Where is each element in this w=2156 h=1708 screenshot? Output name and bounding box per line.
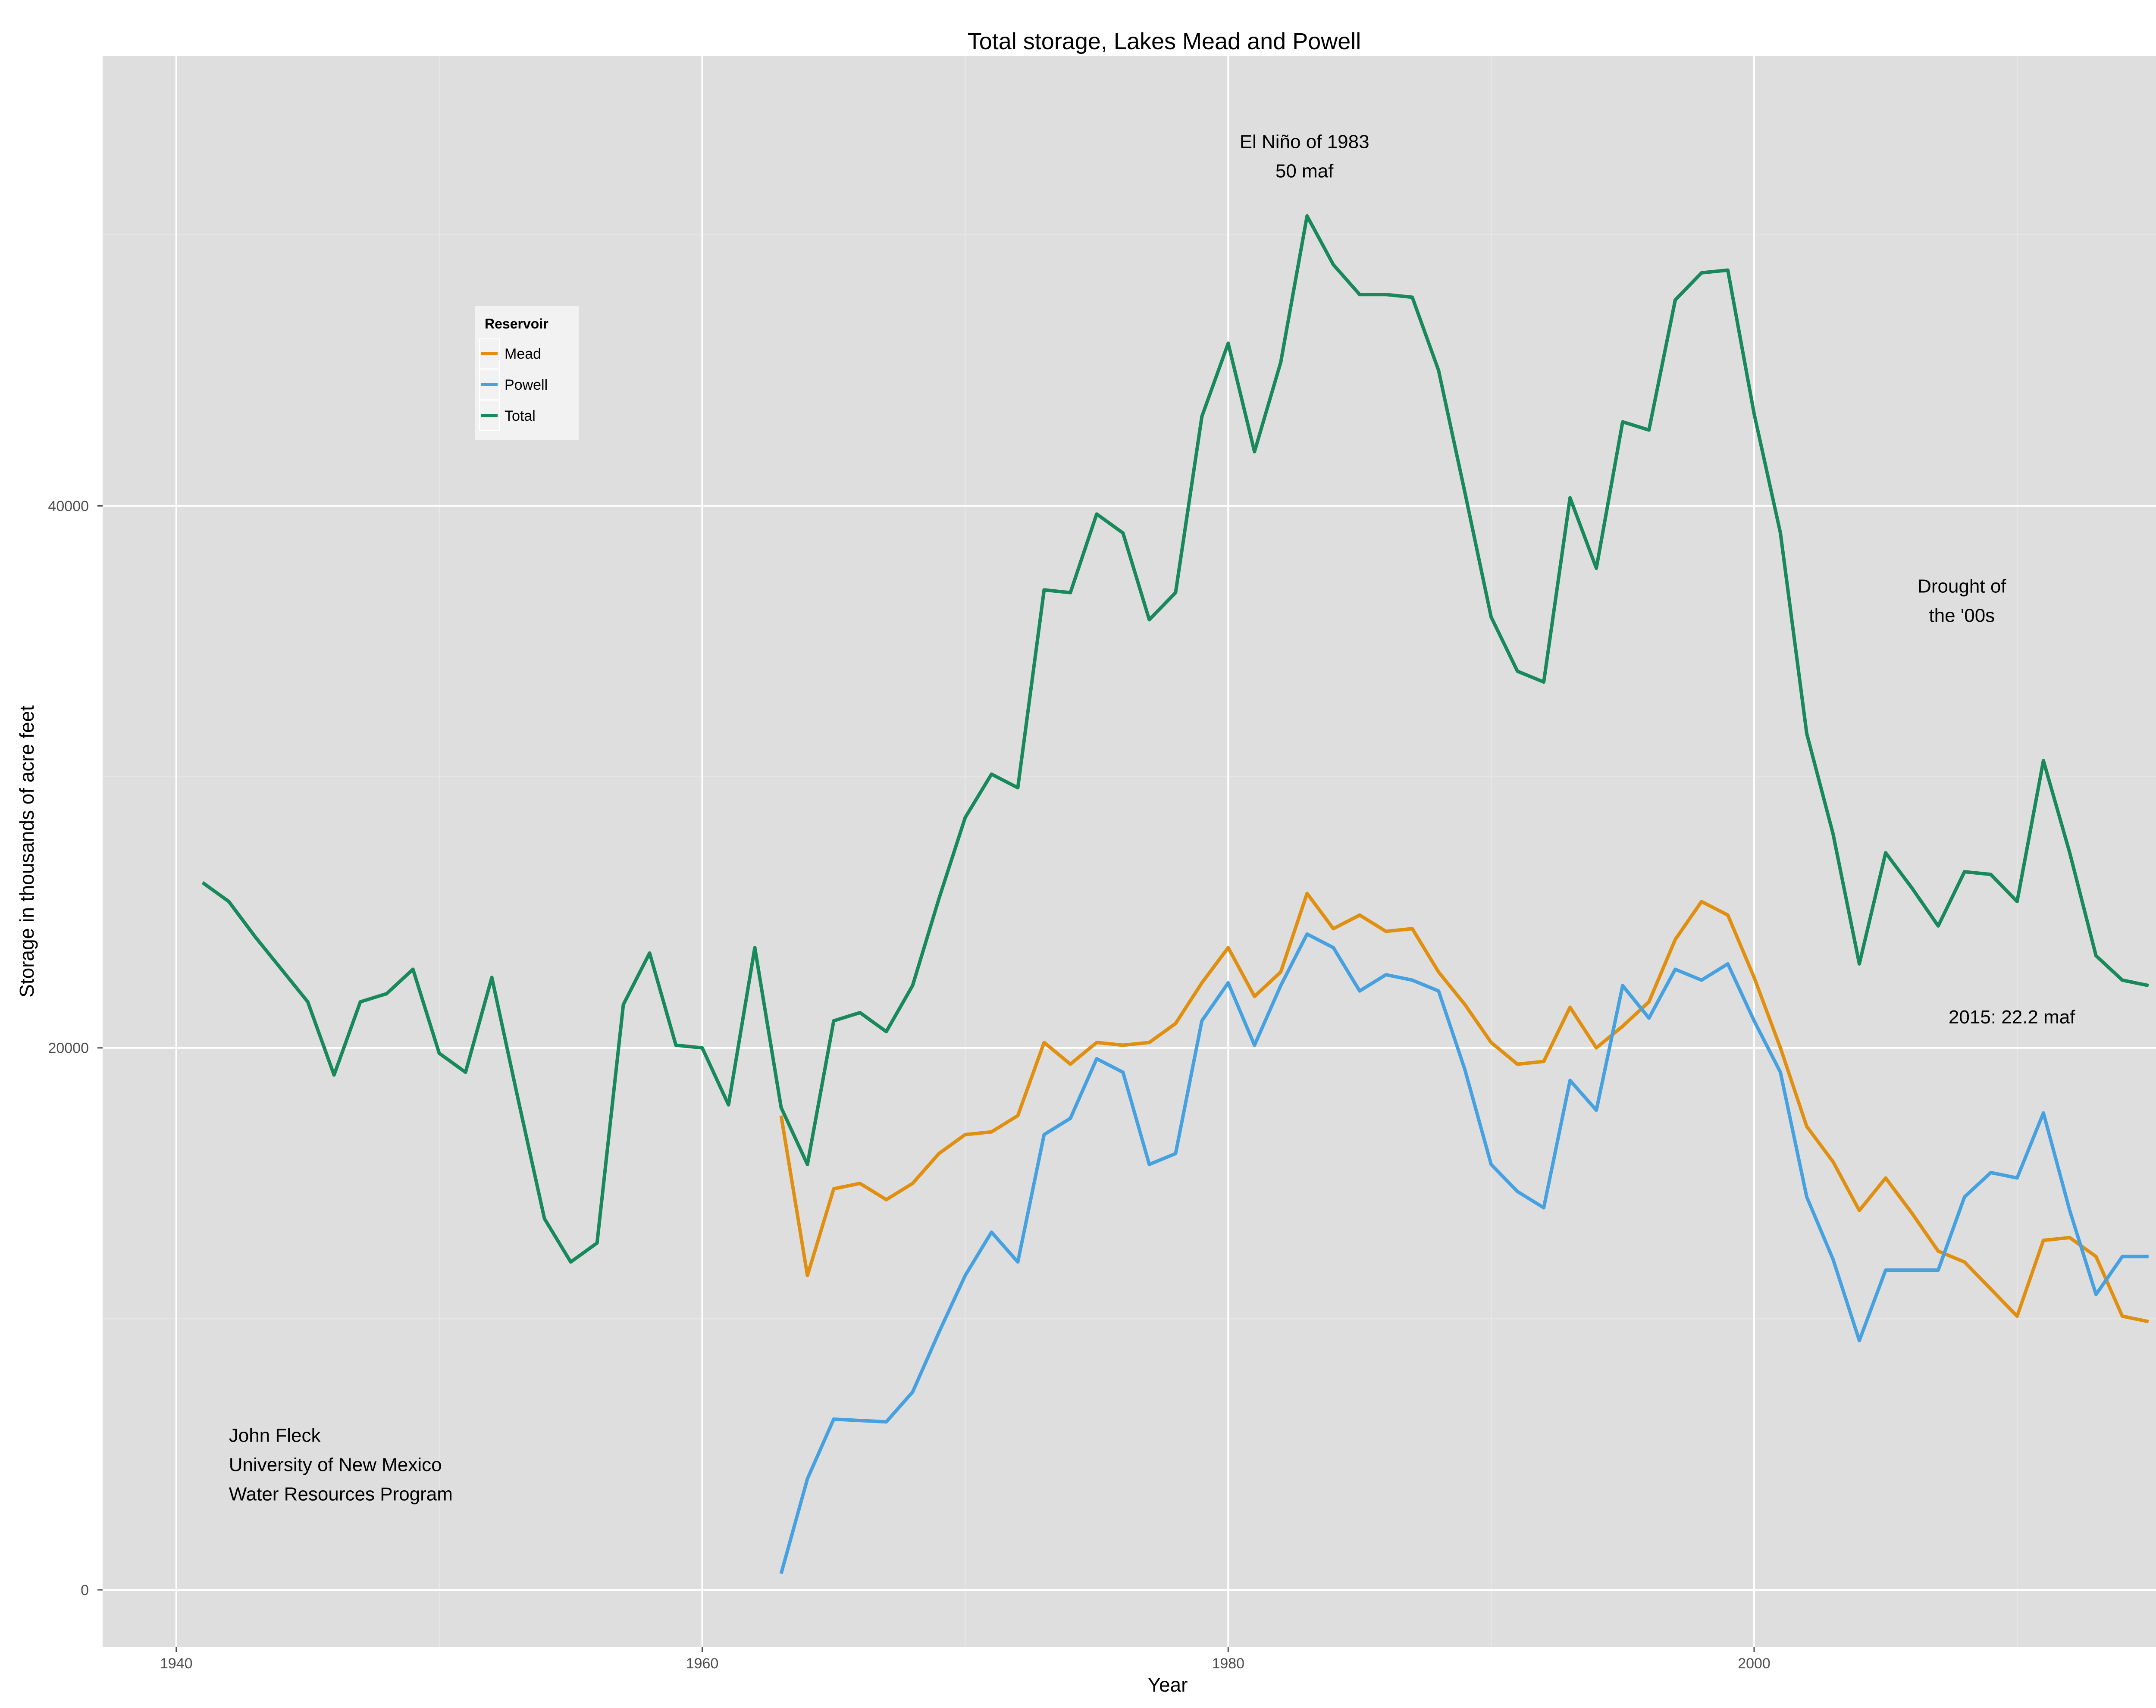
legend: Reservoir Mead Powell Total bbox=[475, 306, 579, 440]
annotation-2-line-0: 2015: 22.2 maf bbox=[1949, 1007, 2075, 1028]
annotation-3-line-2: Water Resources Program bbox=[229, 1484, 453, 1505]
grid-minor bbox=[103, 56, 2156, 1647]
x-tick-label: 1960 bbox=[686, 1655, 719, 1672]
annotation-1-line-1: the '00s bbox=[1929, 605, 1995, 626]
y-tick-label: 0 bbox=[81, 1582, 89, 1599]
y-tick-label: 20000 bbox=[48, 1040, 89, 1057]
legend-label-powell: Powell bbox=[505, 377, 548, 393]
y-tick-label: 40000 bbox=[48, 498, 89, 515]
grid-major bbox=[103, 56, 2156, 1647]
x-tick-label: 1980 bbox=[1212, 1655, 1244, 1672]
y-axis-title: Storage in thousands of acre feet bbox=[16, 705, 38, 998]
legend-label-mead: Mead bbox=[505, 346, 541, 362]
series-line-mead bbox=[779, 892, 2149, 1323]
plot-panel bbox=[103, 56, 2156, 1647]
annotation-0-line-0: El Niño of 1983 bbox=[1240, 131, 1369, 153]
plot-area: El Niño of 1983 50 maf Drought of the '00s 2… bbox=[103, 56, 2156, 1647]
legend-items: Mead Powell Total bbox=[479, 338, 548, 431]
series-line-powell bbox=[779, 932, 2149, 1574]
x-tick-label: 1940 bbox=[160, 1655, 193, 1672]
legend-label-total: Total bbox=[505, 408, 536, 424]
annotation-3-line-1: University of New Mexico bbox=[229, 1455, 442, 1476]
series-layer bbox=[201, 214, 2149, 1574]
y-axis: 0 20000 40000 bbox=[48, 498, 103, 1599]
x-axis: 1940 1960 1980 2000 bbox=[160, 1647, 1771, 1672]
annotation-layer: El Niño of 1983 50 maf Drought of the '00s 2… bbox=[229, 131, 2076, 1505]
series-line-total bbox=[201, 214, 2149, 1264]
annotation-0-line-1: 50 maf bbox=[1275, 161, 1334, 182]
legend-title: Reservoir bbox=[485, 316, 548, 332]
chart-title: Total storage, Lakes Mead and Powell bbox=[968, 28, 1361, 54]
annotation-1-line-0: Drought of bbox=[1918, 576, 2006, 597]
annotation-3-line-0: John Fleck bbox=[229, 1425, 321, 1446]
x-tick-label: 2000 bbox=[1738, 1655, 1771, 1672]
x-axis-title: Year bbox=[1148, 1674, 1188, 1696]
